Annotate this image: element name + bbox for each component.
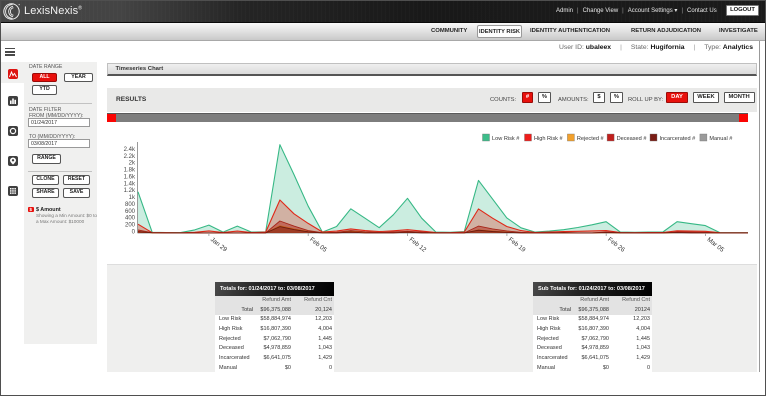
svg-text:600: 600 <box>125 209 136 215</box>
svg-text:1.4k: 1.4k <box>124 181 136 187</box>
svg-text:Feb 05: Feb 05 <box>308 236 328 254</box>
svg-text:2.4k: 2.4k <box>124 147 136 153</box>
svg-text:Feb 19: Feb 19 <box>507 236 527 254</box>
svg-text:Rejected #: Rejected # <box>577 136 605 142</box>
svg-text:Deceased #: Deceased # <box>617 136 648 142</box>
svg-text:400: 400 <box>125 216 136 222</box>
svg-text:0: 0 <box>132 229 136 235</box>
svg-text:Feb 12: Feb 12 <box>408 236 428 254</box>
svg-text:1.8k: 1.8k <box>124 168 136 174</box>
svg-text:Manual #: Manual # <box>709 136 733 142</box>
svg-text:2.2k: 2.2k <box>124 154 136 160</box>
svg-text:2k: 2k <box>129 161 136 167</box>
svg-text:1k: 1k <box>129 195 136 201</box>
svg-text:Mar 05: Mar 05 <box>705 236 725 254</box>
svg-text:1.6k: 1.6k <box>124 174 136 180</box>
svg-text:Feb 26: Feb 26 <box>606 236 626 254</box>
svg-text:Jan 29: Jan 29 <box>209 236 229 253</box>
svg-text:800: 800 <box>125 202 136 208</box>
svg-text:Incarcerated #: Incarcerated # <box>660 136 697 142</box>
svg-text:1.2k: 1.2k <box>124 188 136 194</box>
svg-text:High Risk #: High Risk # <box>534 136 563 142</box>
svg-text:Low Risk #: Low Risk # <box>492 136 520 142</box>
svg-text:200: 200 <box>125 223 136 229</box>
